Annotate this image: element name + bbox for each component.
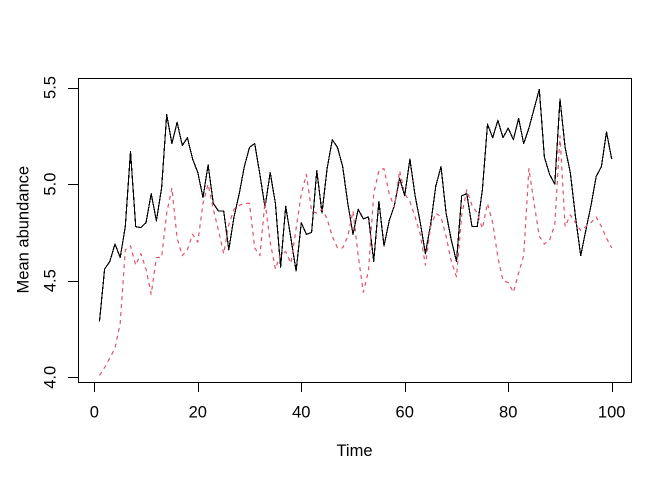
- svg-text:100: 100: [598, 404, 626, 422]
- svg-text:0: 0: [90, 404, 99, 422]
- svg-text:5.5: 5.5: [42, 76, 60, 99]
- svg-text:20: 20: [189, 404, 207, 422]
- svg-text:Time: Time: [336, 442, 372, 460]
- svg-text:5.0: 5.0: [42, 173, 60, 196]
- svg-text:80: 80: [499, 404, 517, 422]
- svg-text:4.5: 4.5: [42, 269, 60, 292]
- svg-text:40: 40: [292, 404, 310, 422]
- svg-text:4.0: 4.0: [42, 366, 60, 389]
- svg-text:60: 60: [396, 404, 414, 422]
- svg-text:Mean abundance: Mean abundance: [15, 166, 33, 294]
